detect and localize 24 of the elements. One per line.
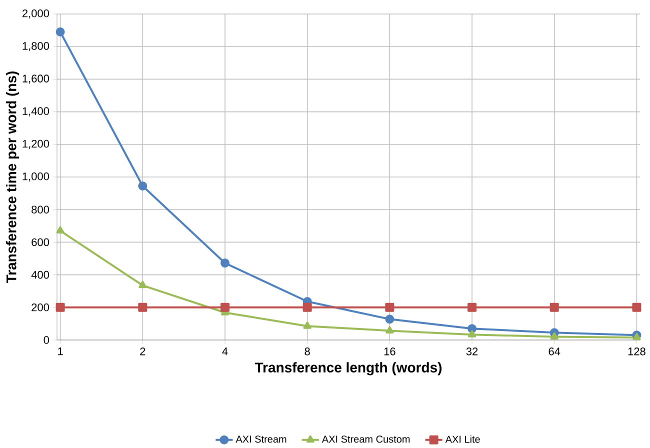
- x-tick-label: 1: [58, 347, 63, 355]
- x-tick-label: 2: [140, 347, 146, 356]
- y-tick-label: 200: [32, 303, 50, 312]
- y-tick-label: 2,000: [22, 9, 50, 18]
- x-tick-label: 32: [466, 347, 478, 356]
- y-axis-title: Transference time per word (ns): [6, 71, 20, 283]
- legend-label: AXI Stream Custom: [322, 436, 410, 443]
- y-tick-label: 0: [44, 336, 50, 344]
- y-tick-label: 800: [32, 206, 50, 214]
- legend-label: AXI Lite: [445, 435, 480, 443]
- x-tick-label: 128: [628, 347, 646, 356]
- y-tick-label: 1,600: [22, 74, 50, 84]
- x-tick-label: 8: [304, 347, 310, 356]
- x-tick-label: 16: [384, 347, 396, 356]
- x-tick-label: 64: [548, 347, 560, 356]
- legend-label: AXI Stream: [236, 436, 286, 443]
- y-tick-label: 600: [32, 238, 50, 246]
- x-tick-label: 4: [222, 347, 228, 355]
- y-tick-label: 1,800: [22, 42, 50, 52]
- y-tick-label: 1,400: [22, 107, 50, 116]
- x-axis-title: Transference length (words): [254, 362, 442, 376]
- y-tick-label: 400: [31, 270, 50, 279]
- y-tick-label: 1,000: [22, 172, 50, 182]
- y-tick-label: 1,200: [22, 140, 50, 149]
